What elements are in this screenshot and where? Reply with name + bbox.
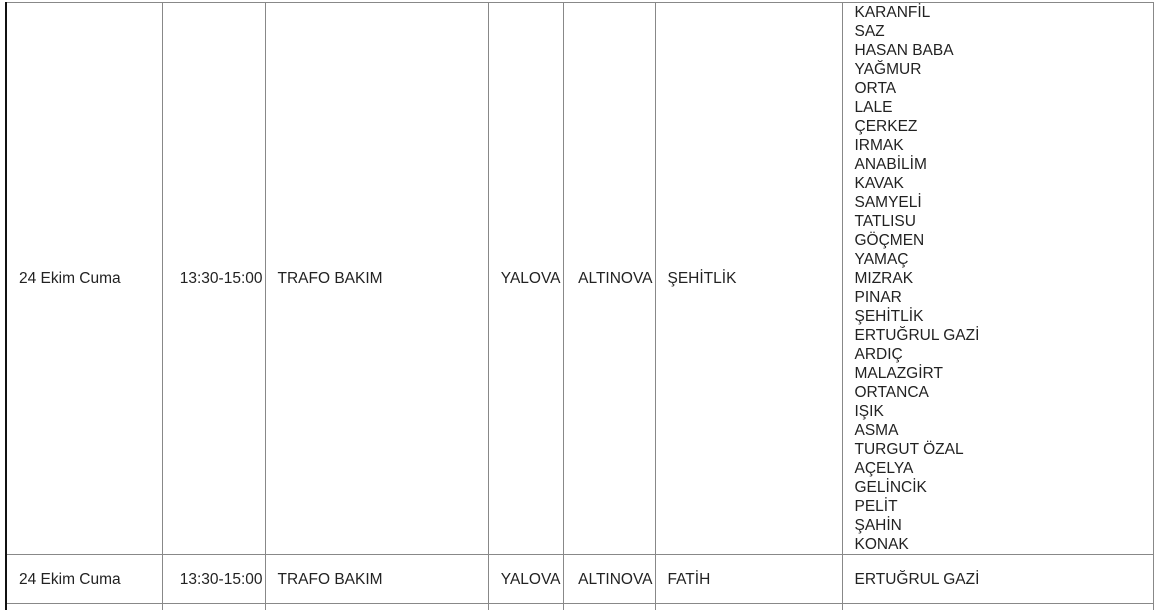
time-cell: 13:30-15:00: [162, 555, 265, 604]
reason-cell: TRAFO BAKIM: [265, 3, 488, 555]
street-name: MALAZGİRT: [855, 364, 1153, 383]
city-cell: YALOVA: [488, 3, 563, 555]
reason-cell: TRAFO BAKIM: [265, 555, 488, 604]
street-name: SAZ: [855, 22, 1153, 41]
street-name: ORTANCA: [855, 383, 1153, 402]
street-name: MIZRAK: [855, 269, 1153, 288]
street-name: ORTA: [855, 79, 1153, 98]
street-name: YAĞMUR: [855, 60, 1153, 79]
street-name: KONAK: [855, 535, 1153, 554]
street-name: ŞAHİN: [855, 516, 1153, 535]
street-name: HASAN BABA: [855, 41, 1153, 60]
street-name: SAMYELİ: [855, 193, 1153, 212]
street-name: IŞIK: [855, 402, 1153, 421]
streets-cell: ERTUĞRUL GAZİ: [842, 555, 1153, 604]
street-name: GÖÇMEN: [855, 231, 1153, 250]
street-name: YAMAÇ: [855, 250, 1153, 269]
street-name: LALE: [855, 98, 1153, 117]
street-name: PELİT: [855, 497, 1153, 516]
street-name: IRMAK: [855, 136, 1153, 155]
street-name: ANABİLİM: [855, 155, 1153, 174]
street-name: KARANFİL: [855, 3, 1153, 22]
neighborhood-cell: FATİH: [655, 555, 842, 604]
date-cell: 24 Ekim Cuma: [6, 3, 162, 555]
street-name: ERTUĞRUL GAZİ: [855, 326, 1153, 345]
street-name: ARDIÇ: [855, 345, 1153, 364]
time-cell: 13:30-15:00: [162, 3, 265, 555]
district-cell: ALTINOVA: [563, 555, 655, 604]
table-row-partial: [6, 604, 1153, 610]
street-name: ŞEHİTLİK: [855, 307, 1153, 326]
street-name: GELİNCİK: [855, 478, 1153, 497]
district-cell: ALTINOVA: [563, 3, 655, 555]
street-name: TATLISU: [855, 212, 1153, 231]
neighborhood-cell: ŞEHİTLİK: [655, 3, 842, 555]
street-name: KAVAK: [855, 174, 1153, 193]
city-cell: YALOVA: [488, 555, 563, 604]
street-name: AÇELYA: [855, 459, 1153, 478]
street-name: ÇERKEZ: [855, 117, 1153, 136]
street-name: TURGUT ÖZAL: [855, 440, 1153, 459]
street-name: ERTUĞRUL GAZİ: [855, 570, 1153, 589]
street-name: ASMA: [855, 421, 1153, 440]
date-cell: 24 Ekim Cuma: [6, 555, 162, 604]
street-name: PINAR: [855, 288, 1153, 307]
